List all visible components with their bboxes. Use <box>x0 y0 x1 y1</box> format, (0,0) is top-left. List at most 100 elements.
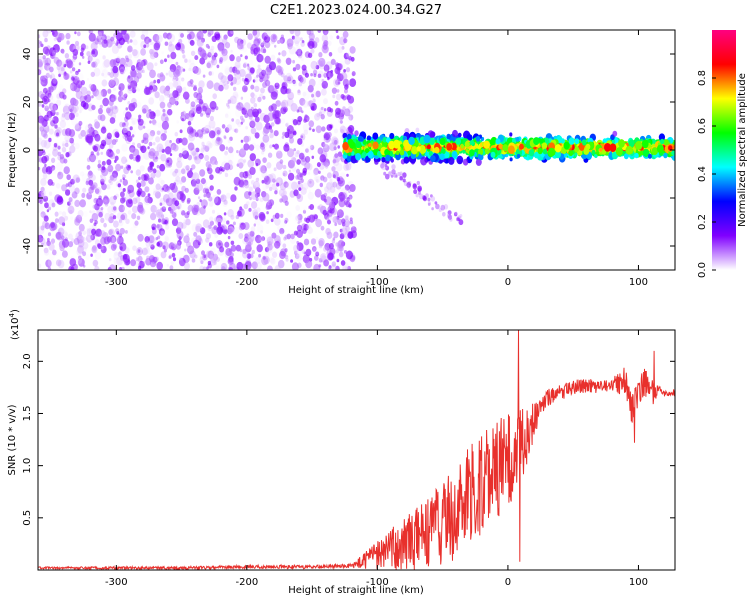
heatmap-cell <box>313 176 318 181</box>
heatmap-cell <box>164 235 169 241</box>
heatmap-cell <box>232 91 239 99</box>
heatmap-cell <box>660 138 665 145</box>
heatmap-cell <box>201 141 205 146</box>
heatmap-cell <box>61 222 66 227</box>
heatmap-cell <box>628 139 635 148</box>
heatmap-cell <box>230 194 237 203</box>
heatmap-cell <box>102 55 106 60</box>
heatmap-cell <box>86 165 91 170</box>
heatmap-cell <box>345 200 351 208</box>
heatmap-cell <box>70 178 75 185</box>
heatmap-cell <box>168 43 176 53</box>
heatmap-cell <box>256 53 264 63</box>
heatmap-cell <box>474 143 479 149</box>
heatmap-cell <box>43 195 49 202</box>
heatmap-cell <box>555 150 561 159</box>
heatmap-cell <box>164 140 172 149</box>
heatmap-cell <box>156 223 161 229</box>
heatmap-cell <box>47 153 51 157</box>
heatmap-cell <box>298 82 303 87</box>
heatmap-cell <box>170 168 176 176</box>
heatmap-cell <box>100 88 108 97</box>
heatmap-cell <box>150 172 156 179</box>
heatmap-cell <box>230 30 235 35</box>
heatmap-cell <box>303 206 307 212</box>
heatmap-cell <box>236 210 242 217</box>
heatmap-cell <box>115 228 120 234</box>
heatmap-cell <box>125 159 128 163</box>
heatmap-cell <box>273 167 277 172</box>
colorbar-tick-label: 0.6 <box>697 118 708 134</box>
heatmap-cell <box>301 249 306 255</box>
heatmap-cell <box>113 195 117 200</box>
heatmap-cell <box>58 32 65 41</box>
heatmap-cell <box>118 260 123 265</box>
heatmap-cell <box>139 174 145 182</box>
heatmap-cell <box>57 151 61 156</box>
heatmap-cell <box>309 144 315 151</box>
heatmap-cell <box>103 59 111 68</box>
heatmap-cell <box>451 150 458 159</box>
heatmap-cell <box>143 246 150 255</box>
heatmap-cell <box>229 262 236 270</box>
heatmap-cell <box>330 58 336 65</box>
heatmap-cell <box>296 242 304 252</box>
heatmap-cell <box>98 211 103 218</box>
heatmap-cell <box>651 147 658 156</box>
heatmap-cell <box>240 100 246 108</box>
heatmap-cell <box>242 171 249 179</box>
heatmap-cell <box>483 140 491 149</box>
heatmap-cell <box>190 196 197 204</box>
heatmap-cell <box>295 205 301 211</box>
heatmap-cell <box>42 173 48 180</box>
heatmap-cell <box>167 108 173 116</box>
heatmap-cell <box>233 128 237 133</box>
heatmap-cell <box>318 204 324 211</box>
heatmap-cell <box>391 164 396 170</box>
heatmap-cell <box>191 164 196 170</box>
heatmap-cell <box>38 56 44 64</box>
heatmap-cell <box>422 195 427 201</box>
heatmap-cell <box>159 85 167 94</box>
heatmap-cell <box>267 152 273 158</box>
heatmap-cell <box>68 241 74 248</box>
heatmap-cell <box>338 251 344 258</box>
heatmap-cell <box>76 234 84 244</box>
heatmap-cell <box>140 190 146 198</box>
heatmap-cell <box>226 220 230 225</box>
heatmap-cell <box>285 257 289 262</box>
heatmap-cell <box>355 141 362 149</box>
heatmap-cell <box>457 132 462 138</box>
heatmap-cell <box>167 35 171 40</box>
heatmap-cell <box>186 59 192 66</box>
heatmap-cell <box>52 148 59 157</box>
heatmap-cell <box>282 190 287 196</box>
heatmap-cell <box>101 69 109 78</box>
heatmap-cell <box>318 52 323 58</box>
heatmap-cell <box>63 166 70 175</box>
heatmap-cell <box>306 223 311 230</box>
heatmap-cell <box>78 62 82 66</box>
heatmap-cell <box>207 224 213 232</box>
heatmap-cell <box>132 205 138 214</box>
heatmap-cell <box>334 161 339 167</box>
heatmap-cell <box>329 35 334 40</box>
heatmap-cell <box>291 35 295 40</box>
heatmap-cell <box>265 184 270 189</box>
spectrogram-y-axis-label: Frequency (Hz) <box>7 112 18 188</box>
heatmap-cell <box>415 193 419 198</box>
heatmap-cell <box>297 52 303 59</box>
heatmap-cell <box>64 215 69 221</box>
heatmap-cell <box>240 54 243 58</box>
heatmap-cell <box>46 209 50 213</box>
heatmap-cell <box>58 73 61 78</box>
heatmap-cell <box>165 85 171 92</box>
heatmap-cell <box>46 240 51 247</box>
heatmap-cell <box>425 193 429 199</box>
heatmap-cell <box>224 42 231 49</box>
heatmap-cell <box>162 213 168 220</box>
heatmap-cell <box>305 217 310 224</box>
heatmap-cell <box>38 34 41 39</box>
heatmap-cell <box>475 158 482 166</box>
heatmap-cell <box>40 129 48 138</box>
